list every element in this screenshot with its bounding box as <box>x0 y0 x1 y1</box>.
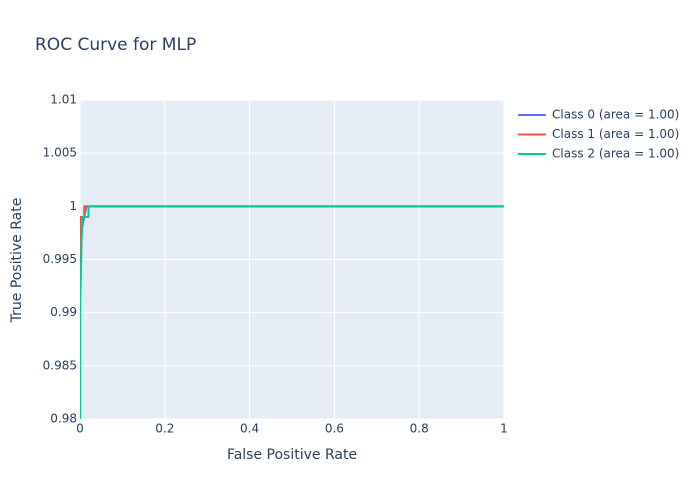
legend-label: Class 2 (area = 1.00) <box>552 147 679 161</box>
x-tick-label: 0.2 <box>155 422 174 436</box>
x-tick-label: 0 <box>76 422 84 436</box>
roc-line <box>80 205 504 419</box>
y-tick-label: 1.01 <box>50 93 77 107</box>
y-tick-label: 1.005 <box>43 146 77 160</box>
labels: 0.98 0.985 0.99 0.995 1 1.005 1.01 0 0.2 0.4 0.6 0.… <box>43 93 680 436</box>
grid <box>79 99 505 420</box>
x-axis-title: False Positive Rate <box>227 447 357 463</box>
x-tick-label: 0.6 <box>325 422 344 436</box>
y-tick-label: 0.995 <box>43 252 77 266</box>
x-tick-label: 0.8 <box>410 422 429 436</box>
x-tick-label: 1 <box>500 422 508 436</box>
x-tick-label: 0.4 <box>240 422 259 436</box>
y-tick-label: 0.985 <box>43 358 77 372</box>
legend-label: Class 1 (area = 1.00) <box>552 127 679 141</box>
lines <box>80 205 504 419</box>
y-tick-label: 1 <box>69 199 77 213</box>
y-tick-label: 0.99 <box>50 305 77 319</box>
y-axis-title: True Positive Rate <box>9 198 25 324</box>
legend-label: Class 0 (area = 1.00) <box>552 108 679 122</box>
y-tick-label: 0.98 <box>50 412 77 426</box>
chart-title: ROC Curve for MLP <box>35 35 196 55</box>
